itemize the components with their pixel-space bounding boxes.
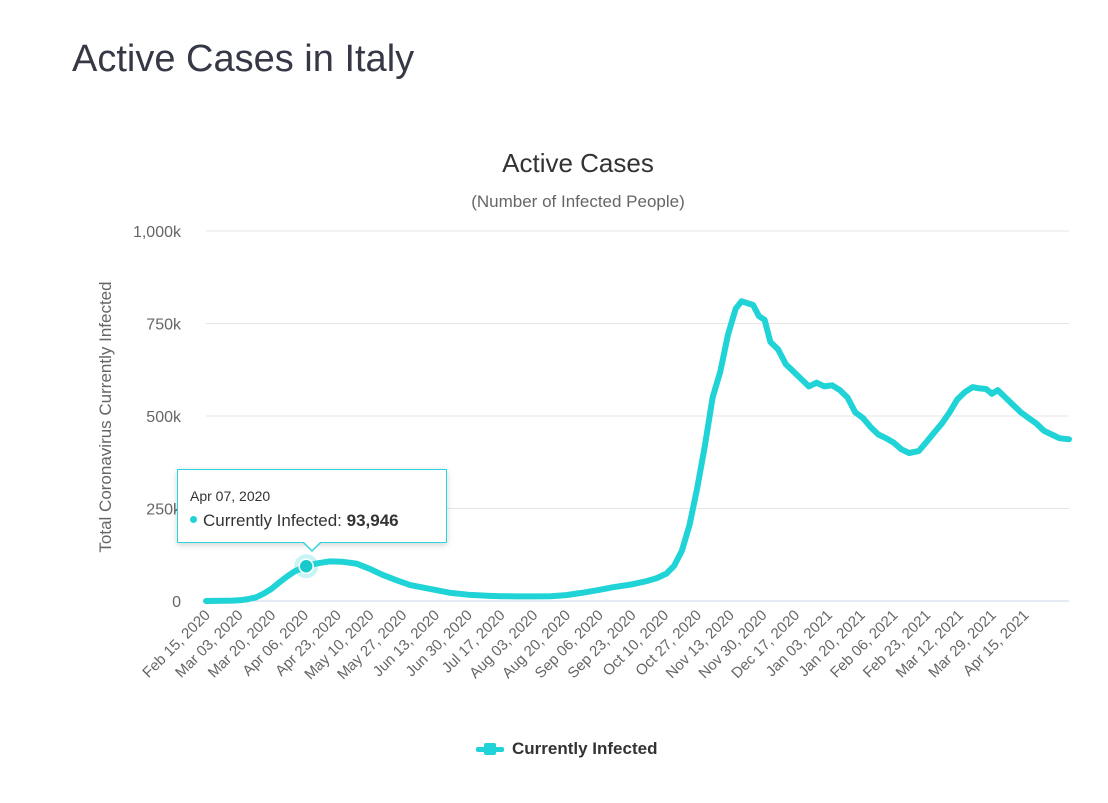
hover-marker bbox=[294, 554, 319, 579]
legend-label[interactable]: Currently Infected bbox=[512, 739, 658, 758]
y-axis-title: Total Coronavirus Currently Infected bbox=[96, 281, 115, 552]
y-tick-label: 500k bbox=[146, 409, 182, 426]
tooltip-arrow-fill bbox=[303, 541, 321, 550]
tooltip-series-dot-icon bbox=[190, 516, 197, 524]
data-point[interactable] bbox=[298, 558, 314, 574]
tooltip-series-label: Currently Infected: bbox=[203, 511, 342, 530]
series-line[interactable] bbox=[203, 298, 1072, 604]
series-currently-infected[interactable] bbox=[203, 298, 1072, 604]
legend[interactable]: Currently Infected bbox=[476, 738, 657, 760]
page-title: Active Cases in Italy bbox=[72, 38, 415, 80]
chart-subtitle: (Number of Infected People) bbox=[471, 192, 685, 211]
tooltip-date: Apr 07, 2020 bbox=[190, 488, 271, 504]
tooltip: Apr 07, 2020 Currently Infected: 93,946 bbox=[177, 469, 447, 552]
tooltip-value: 93,946 bbox=[346, 511, 399, 530]
y-tick-label: 0 bbox=[172, 594, 181, 611]
legend-swatch-icon bbox=[476, 743, 504, 755]
tooltip-row: Currently Infected: 93,946 bbox=[190, 511, 399, 531]
y-tick-label: 750k bbox=[146, 317, 182, 334]
y-tick-label: 1,000k bbox=[133, 224, 182, 241]
y-axis-ticks: 0 250k 500k 750k 1,000k bbox=[133, 224, 182, 611]
y-gridlines bbox=[206, 230, 1069, 509]
y-tick-label: 250k bbox=[146, 502, 182, 519]
chart-title: Active Cases bbox=[502, 148, 654, 178]
